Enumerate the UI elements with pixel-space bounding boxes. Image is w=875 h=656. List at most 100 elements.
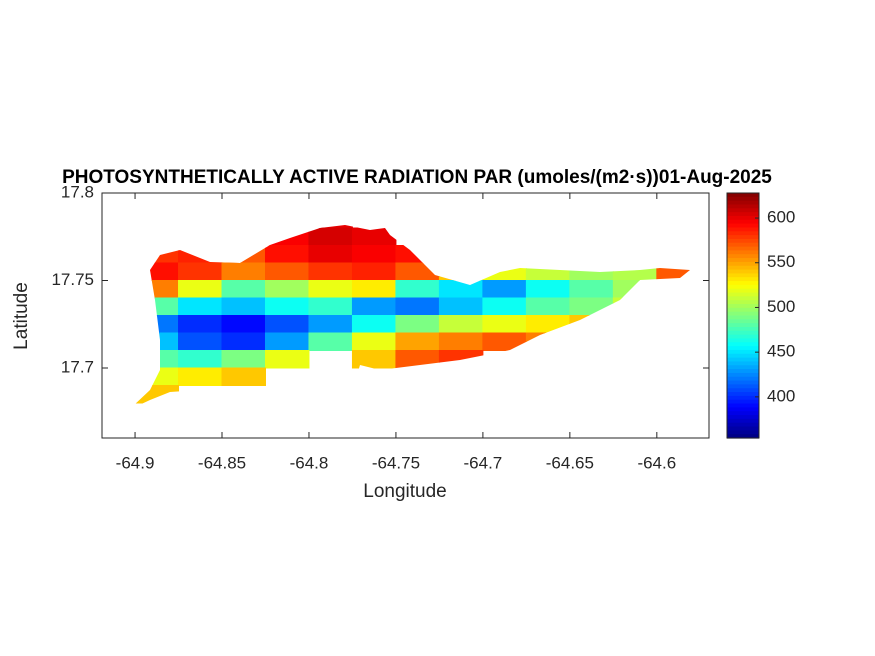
x-tick-label: -64.6 — [637, 453, 676, 472]
heat-cell — [221, 350, 266, 369]
heat-cell — [221, 367, 266, 386]
heat-cell — [308, 297, 353, 316]
heat-cell — [134, 385, 180, 404]
heat-cell — [264, 315, 310, 334]
colorbar-swatch — [727, 384, 759, 389]
heat-cell — [395, 332, 440, 351]
colorbar-swatch — [727, 238, 759, 244]
colorbar-swatch — [727, 193, 759, 198]
x-tick-label: -64.7 — [464, 453, 503, 472]
heat-cell — [308, 214, 353, 229]
x-tick-label: -64.85 — [198, 453, 246, 472]
heat-cell — [438, 350, 484, 369]
heat-cell — [525, 297, 571, 316]
colorbar-swatch — [727, 403, 759, 408]
heat-cell — [178, 262, 223, 281]
colorbar-swatch — [727, 334, 759, 340]
colorbar-swatch — [727, 323, 759, 328]
heat-cell — [178, 315, 223, 334]
colorbar-swatch — [727, 353, 759, 359]
heat-cell — [134, 245, 180, 264]
colorbar-swatch — [727, 338, 759, 343]
y-tick-label: 17.7 — [61, 357, 94, 376]
heat-cell — [308, 227, 353, 246]
heat-cell — [612, 262, 658, 281]
colorbar-swatch — [727, 277, 759, 282]
colorbar-swatch — [727, 407, 759, 412]
colorbar-swatch — [727, 215, 759, 221]
heat-cell — [525, 262, 571, 281]
heat-cell — [351, 350, 397, 369]
colorbar-swatch — [727, 361, 759, 366]
heat-cell — [178, 350, 223, 369]
colorbar-tick-label: 500 — [767, 297, 795, 316]
colorbar-swatch — [727, 300, 759, 305]
heat-cell — [221, 280, 266, 299]
chart-title: PHOTOSYNTHETICALLY ACTIVE RADIATION PAR … — [62, 167, 772, 188]
heat-cell — [308, 315, 353, 334]
heat-cell — [612, 245, 658, 264]
axes-box — [101, 192, 710, 439]
heatmap-field — [134, 214, 690, 404]
heat-cell — [308, 332, 353, 351]
colorbar-swatch — [727, 415, 759, 420]
heat-cell — [264, 297, 310, 316]
heat-cell — [569, 315, 614, 334]
x-tick-label: -64.75 — [372, 453, 420, 472]
heat-cell — [134, 280, 180, 299]
colorbar-tick-label: 600 — [767, 208, 795, 227]
colorbar-swatch — [727, 261, 759, 267]
colorbar-swatch — [727, 204, 759, 209]
heat-cell — [134, 262, 180, 281]
heat-cell — [134, 332, 180, 351]
heat-cell — [178, 280, 223, 299]
colorbar-swatch — [727, 369, 759, 374]
colorbar-swatch — [727, 281, 759, 286]
colorbar-swatch — [727, 395, 759, 401]
colorbar-swatch — [727, 319, 759, 324]
colorbar-swatch — [727, 349, 759, 355]
heat-cell — [395, 297, 440, 316]
colorbar-swatch — [727, 422, 759, 428]
colorbar-swatch — [727, 372, 759, 378]
colorbar-swatch — [727, 231, 759, 236]
colorbar-swatch — [727, 326, 759, 332]
colorbar-swatch — [727, 346, 759, 351]
colorbar-swatch — [727, 315, 759, 320]
heat-cell — [395, 280, 440, 299]
colorbar-swatch — [727, 307, 759, 313]
heat-cell — [656, 262, 690, 281]
colorbar-swatch — [727, 426, 759, 431]
colorbar-swatch — [727, 250, 759, 255]
colorbar: 400 450 500 550 600 — [726, 192, 795, 439]
heat-cell — [308, 280, 353, 299]
colorbar-swatch — [727, 304, 759, 309]
heat-cell — [438, 297, 484, 316]
colorbar-frame — [726, 192, 760, 439]
colorbar-swatch — [727, 258, 759, 263]
heat-cell — [351, 332, 397, 351]
heat-cell — [569, 297, 614, 316]
colorbar-swatch — [727, 208, 759, 213]
colorbar-swatch — [727, 411, 759, 416]
heat-cell — [134, 297, 180, 316]
heat-cell — [134, 367, 180, 386]
heat-cell — [525, 315, 571, 334]
colorbar-swatch — [727, 292, 759, 297]
colorbar-swatch — [727, 254, 759, 259]
heat-cell — [351, 297, 397, 316]
heat-cell — [178, 332, 223, 351]
heat-cell — [569, 262, 614, 281]
x-axis-label: Longitude — [363, 481, 446, 502]
colorbar-swatch — [727, 430, 759, 435]
colorbar-swatch — [727, 212, 759, 217]
colorbar-swatch — [727, 399, 759, 405]
colorbar-swatch — [727, 200, 759, 206]
heat-cell — [264, 332, 310, 351]
heat-cell — [178, 367, 223, 386]
heat-cell — [438, 332, 484, 351]
colorbar-swatch — [727, 242, 759, 248]
heat-cell — [482, 315, 527, 334]
heat-cell — [134, 350, 180, 369]
